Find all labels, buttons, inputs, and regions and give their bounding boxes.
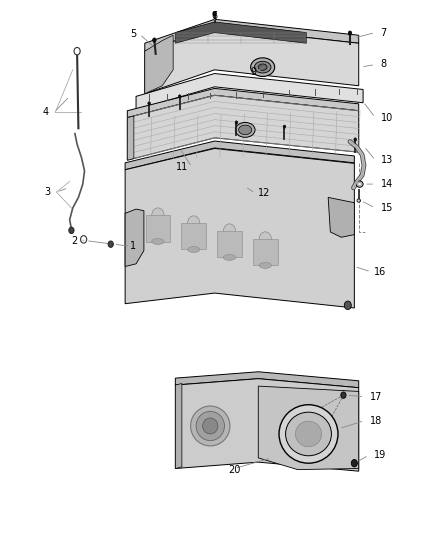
Circle shape — [351, 459, 357, 467]
Circle shape — [108, 241, 113, 247]
Polygon shape — [125, 209, 144, 266]
Polygon shape — [127, 116, 134, 160]
Polygon shape — [253, 239, 278, 265]
Ellipse shape — [295, 421, 321, 447]
Text: 6: 6 — [212, 11, 218, 21]
Ellipse shape — [187, 216, 200, 230]
Polygon shape — [217, 231, 242, 257]
Ellipse shape — [203, 418, 218, 434]
Polygon shape — [146, 215, 170, 241]
Text: 13: 13 — [381, 155, 393, 165]
Polygon shape — [181, 223, 206, 249]
Polygon shape — [145, 19, 359, 51]
Text: 14: 14 — [381, 179, 393, 189]
Text: 3: 3 — [45, 187, 51, 197]
Polygon shape — [127, 95, 359, 160]
Ellipse shape — [259, 263, 272, 268]
Text: 18: 18 — [370, 416, 382, 426]
Text: 15: 15 — [381, 203, 393, 213]
Text: 12: 12 — [258, 188, 271, 198]
Polygon shape — [328, 197, 354, 237]
Ellipse shape — [223, 255, 236, 261]
Polygon shape — [175, 378, 359, 471]
Polygon shape — [175, 383, 182, 469]
Ellipse shape — [191, 406, 230, 446]
Text: 2: 2 — [71, 236, 77, 246]
Ellipse shape — [152, 208, 164, 222]
Circle shape — [283, 125, 286, 128]
Ellipse shape — [254, 61, 271, 73]
Text: 4: 4 — [42, 107, 49, 117]
Ellipse shape — [279, 405, 338, 463]
Text: 16: 16 — [374, 267, 386, 277]
Circle shape — [341, 392, 346, 398]
Text: 17: 17 — [370, 392, 382, 402]
Polygon shape — [175, 372, 359, 387]
Ellipse shape — [357, 199, 360, 202]
Ellipse shape — [251, 58, 275, 76]
Text: 5: 5 — [130, 29, 136, 39]
Circle shape — [213, 11, 216, 15]
Polygon shape — [125, 149, 354, 308]
Circle shape — [152, 38, 156, 42]
Polygon shape — [125, 141, 354, 169]
Ellipse shape — [259, 232, 272, 246]
Ellipse shape — [286, 412, 332, 456]
Text: 9: 9 — [251, 68, 257, 77]
Ellipse shape — [223, 224, 236, 238]
Ellipse shape — [356, 181, 363, 187]
Text: 1: 1 — [130, 241, 136, 251]
Ellipse shape — [358, 200, 360, 201]
Text: 20: 20 — [228, 465, 240, 474]
Polygon shape — [145, 27, 359, 94]
Text: 7: 7 — [381, 28, 387, 38]
Polygon shape — [145, 35, 173, 94]
Text: 11: 11 — [176, 162, 188, 172]
Text: 8: 8 — [381, 60, 387, 69]
Ellipse shape — [258, 64, 267, 70]
Polygon shape — [136, 74, 363, 110]
Circle shape — [178, 95, 181, 98]
Ellipse shape — [358, 182, 361, 185]
Circle shape — [344, 301, 351, 310]
Circle shape — [69, 227, 74, 233]
Ellipse shape — [239, 125, 252, 135]
Ellipse shape — [235, 123, 255, 138]
Polygon shape — [258, 386, 359, 470]
Text: 19: 19 — [374, 450, 386, 460]
Ellipse shape — [196, 411, 224, 441]
Circle shape — [354, 138, 357, 141]
Circle shape — [74, 47, 80, 55]
Ellipse shape — [187, 247, 200, 253]
Polygon shape — [127, 88, 359, 118]
Circle shape — [235, 121, 238, 124]
Circle shape — [348, 31, 352, 35]
Text: 10: 10 — [381, 112, 393, 123]
Circle shape — [148, 102, 150, 105]
Circle shape — [81, 236, 87, 243]
Polygon shape — [175, 22, 306, 43]
Ellipse shape — [152, 239, 164, 245]
